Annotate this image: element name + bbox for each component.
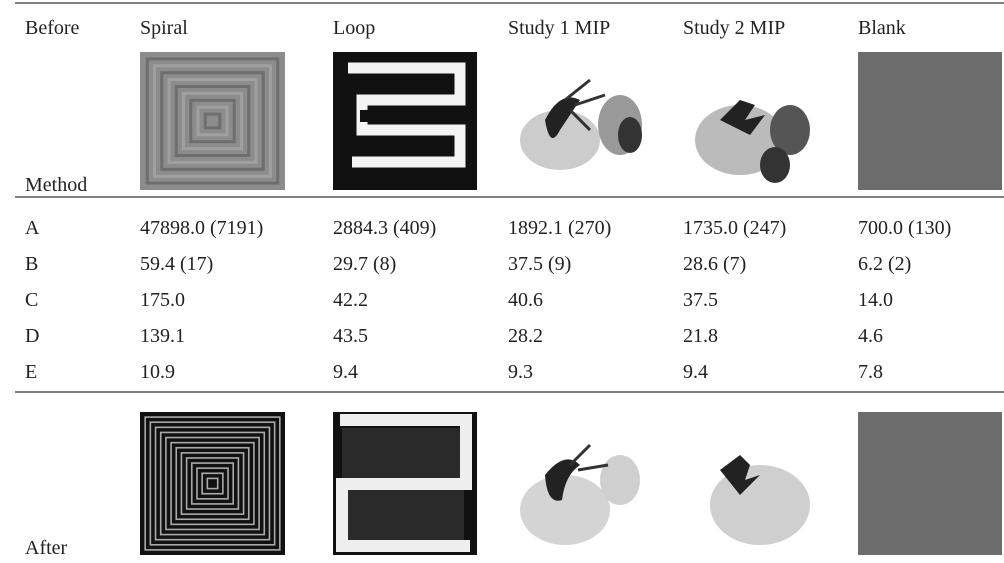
table-cell: 28.6 (7)	[683, 253, 746, 275]
spiral-after-image	[140, 412, 285, 555]
table-cell: 43.5	[333, 325, 368, 347]
spiral-after-image-ring	[190, 462, 235, 505]
study1-before-image	[508, 60, 650, 190]
spiral-after-image-ring	[180, 452, 245, 515]
after-label: After	[25, 537, 68, 559]
table-cell: 40.6	[508, 289, 543, 311]
spiral-after-image-ring	[170, 441, 255, 526]
spiral-before-image-ring	[203, 112, 222, 130]
table-cell: 37.5 (9)	[508, 253, 571, 275]
method-label: Method	[25, 174, 87, 196]
table-cell: 28.2	[508, 325, 543, 347]
spiral-before-image-ring	[182, 91, 243, 151]
spiral-before-image-ring	[189, 98, 236, 144]
table-cell: 7.8	[858, 361, 883, 383]
spiral-after-image-ring	[149, 421, 276, 546]
table-cell: 700.0 (130)	[858, 217, 951, 239]
table-cell: 14.0	[858, 289, 893, 311]
table-cell: 2884.3 (409)	[333, 217, 436, 239]
spiral-before-image-ring	[153, 64, 272, 178]
table-cell: 9.4	[683, 361, 708, 383]
spiral-before-image-ring	[167, 78, 258, 164]
row-label: D	[25, 325, 39, 347]
table-cell: 6.2 (2)	[858, 253, 911, 275]
table-cell: 175.0	[140, 289, 185, 311]
spiral-after-image-ring	[185, 457, 240, 510]
study2-before-image	[683, 60, 827, 190]
table-cell: 21.8	[683, 325, 718, 347]
spiral-after-image-ring	[154, 426, 271, 541]
table-cell: 29.7 (8)	[333, 253, 396, 275]
blank-after-image	[858, 412, 1002, 555]
spiral-before-image-ring	[160, 71, 265, 171]
table-cell: 59.4 (17)	[140, 253, 213, 275]
row-label: E	[25, 361, 37, 383]
table-cell: 9.3	[508, 361, 533, 383]
table-cell: 1735.0 (247)	[683, 217, 786, 239]
column-header: Spiral	[140, 17, 188, 39]
spiral-after-image-ring	[175, 446, 250, 521]
column-header: Study 1 MIP	[508, 17, 610, 39]
row-label: B	[25, 253, 38, 275]
column-header: Loop	[333, 17, 375, 39]
spiral-before-image	[140, 52, 285, 190]
study2-after-image	[683, 430, 827, 555]
loop-before-image	[333, 52, 477, 190]
spiral-after-image-ring	[159, 431, 266, 536]
table-cell: 42.2	[333, 289, 368, 311]
study1-after-image	[508, 430, 650, 555]
blank-before-image	[858, 52, 1002, 190]
table-cell: 37.5	[683, 289, 718, 311]
spiral-before-image-ring	[196, 105, 229, 137]
table-cell: 139.1	[140, 325, 185, 347]
before-label: Before	[25, 17, 80, 39]
table-cell: 4.6	[858, 325, 883, 347]
spiral-before-image-ring	[174, 85, 251, 157]
spiral-before-image-ring	[145, 57, 280, 185]
column-header: Blank	[858, 17, 906, 39]
row-label: C	[25, 289, 38, 311]
spiral-after-image-ring	[144, 416, 281, 551]
spiral-after-image-ring	[206, 477, 219, 490]
column-header: Study 2 MIP	[683, 17, 785, 39]
spiral-after-image-ring	[201, 472, 224, 495]
table-cell: 47898.0 (7191)	[140, 217, 263, 239]
spiral-after-image-ring	[165, 436, 260, 531]
row-label: A	[25, 217, 40, 239]
loop-after-image	[333, 412, 477, 555]
table-cell: 9.4	[333, 361, 358, 383]
table-cell: 10.9	[140, 361, 175, 383]
table-cell: 1892.1 (270)	[508, 217, 611, 239]
spiral-after-image-ring	[196, 467, 229, 500]
